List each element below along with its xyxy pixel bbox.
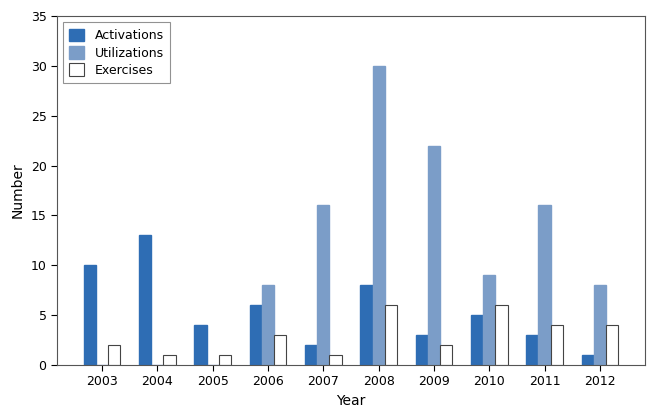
- Bar: [526, 335, 539, 365]
- Bar: [305, 345, 317, 365]
- Bar: [218, 355, 231, 365]
- Bar: [495, 305, 508, 365]
- Bar: [250, 305, 262, 365]
- Bar: [139, 235, 151, 365]
- Bar: [360, 285, 373, 365]
- Bar: [440, 345, 452, 365]
- Bar: [483, 275, 495, 365]
- Bar: [416, 335, 428, 365]
- Bar: [262, 285, 274, 365]
- Bar: [606, 325, 618, 365]
- Bar: [594, 285, 606, 365]
- Y-axis label: Number: Number: [11, 163, 25, 218]
- Bar: [539, 205, 550, 365]
- Bar: [471, 315, 483, 365]
- Bar: [428, 146, 440, 365]
- Bar: [373, 66, 384, 365]
- Legend: Activations, Utilizations, Exercises: Activations, Utilizations, Exercises: [63, 22, 170, 83]
- Bar: [582, 355, 594, 365]
- Bar: [317, 205, 329, 365]
- Bar: [84, 265, 96, 365]
- Bar: [274, 335, 286, 365]
- Bar: [194, 325, 207, 365]
- Bar: [384, 305, 397, 365]
- X-axis label: Year: Year: [337, 394, 365, 408]
- Bar: [550, 325, 563, 365]
- Bar: [329, 355, 342, 365]
- Bar: [163, 355, 176, 365]
- Bar: [108, 345, 120, 365]
